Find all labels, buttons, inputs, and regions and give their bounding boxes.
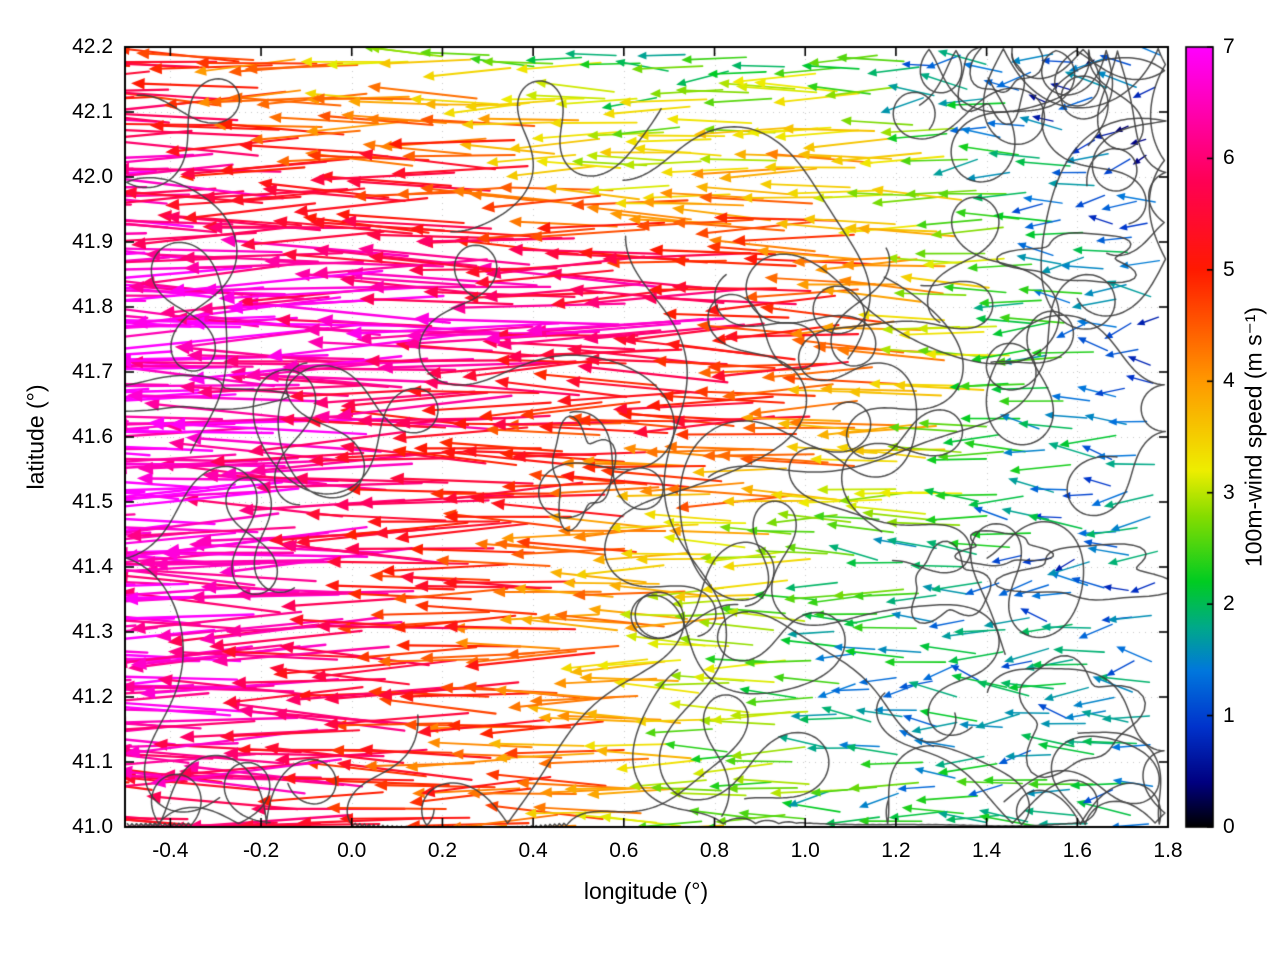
y-tick-label: 41.8	[72, 295, 113, 318]
x-tick-label: 0.4	[518, 839, 548, 862]
y-tick-label: 41.3	[72, 620, 113, 643]
x-tick-label: 0.6	[609, 839, 639, 862]
y-tick-label: 41.6	[72, 425, 113, 448]
x-tick-label: 1.0	[790, 839, 820, 862]
y-tick-label: 41.0	[72, 815, 113, 838]
y-tick-label: 42.0	[72, 165, 113, 188]
y-tick-label: 41.7	[72, 360, 113, 383]
y-axis-label: latitude (°)	[22, 384, 49, 490]
y-tick-label: 41.2	[72, 685, 113, 708]
x-axis-label: longitude (°)	[583, 878, 709, 904]
colorbar-tick-label: 7	[1223, 35, 1235, 58]
colorbar-tick-label: 2	[1223, 592, 1235, 616]
x-tick-label: 1.4	[971, 839, 1002, 862]
colorbar-tick-label: 0	[1223, 815, 1235, 838]
x-tick-label: 0.2	[427, 839, 458, 862]
colorbar-tick-label: 6	[1223, 146, 1235, 170]
x-tick-label: 0.0	[337, 839, 367, 862]
x-tick-label: -0.2	[242, 839, 280, 862]
y-tick-label: 42.2	[72, 35, 113, 58]
colorbar-tick-label: 5	[1223, 257, 1235, 281]
y-tick-label: 41.4	[72, 555, 113, 578]
y-tick-label: 42.1	[72, 100, 113, 123]
x-tick-label: -0.4	[152, 839, 189, 862]
x-tick-label: 0.8	[699, 839, 730, 862]
y-tick-label: 41.9	[72, 230, 113, 253]
colorbar-tick-label: 3	[1223, 480, 1235, 504]
colorbar-tick-label: 1	[1223, 703, 1235, 727]
x-tick-label: 1.6	[1062, 839, 1092, 862]
colorbar-label: 100m-wind speed (m s⁻¹)	[1240, 306, 1267, 568]
y-tick-label: 41.1	[72, 750, 113, 773]
colorbar-tick-label: 4	[1223, 369, 1235, 393]
y-tick-label: 41.5	[72, 490, 113, 513]
x-tick-label: 1.8	[1153, 839, 1183, 862]
x-tick-label: 1.2	[881, 839, 911, 862]
